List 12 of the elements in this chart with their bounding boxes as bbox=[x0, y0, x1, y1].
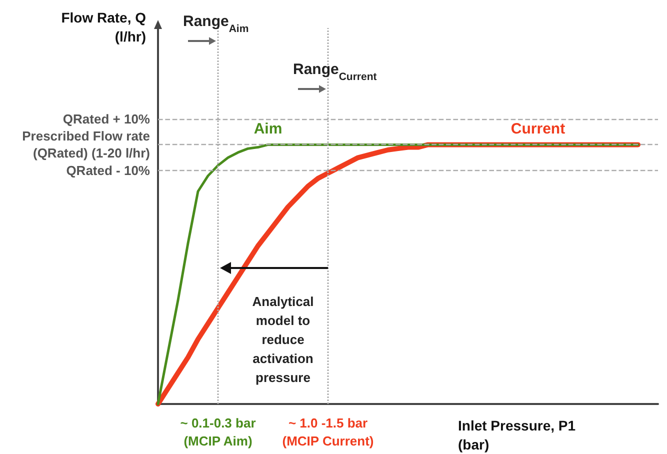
ref-line-label: QRated - 10% bbox=[66, 163, 150, 178]
series-label: Aim bbox=[254, 120, 282, 138]
text: Range$_{Aim}$ bbox=[183, 13, 249, 35]
x-tick-label: ~ 0.1-0.3 bar (MCIP Aim) bbox=[180, 416, 256, 448]
text: Range$_{Current}$ bbox=[293, 61, 378, 83]
annotation: Analytical model to reduce activation pressure bbox=[252, 294, 314, 385]
x-tick-label: ~ 1.0 -1.5 bar (MCIP Current) bbox=[282, 416, 374, 448]
series-label: Current bbox=[510, 120, 566, 138]
ref-line-label: Prescribed Flow rate (QRated) (1-20 l/hr) bbox=[22, 128, 150, 161]
x-axis-title: Inlet Pressure, P1 (bar) bbox=[458, 418, 576, 452]
ref-line-label: QRated + 10% bbox=[62, 111, 150, 126]
text: Flow Rate, Q (l/hr) bbox=[61, 10, 146, 44]
